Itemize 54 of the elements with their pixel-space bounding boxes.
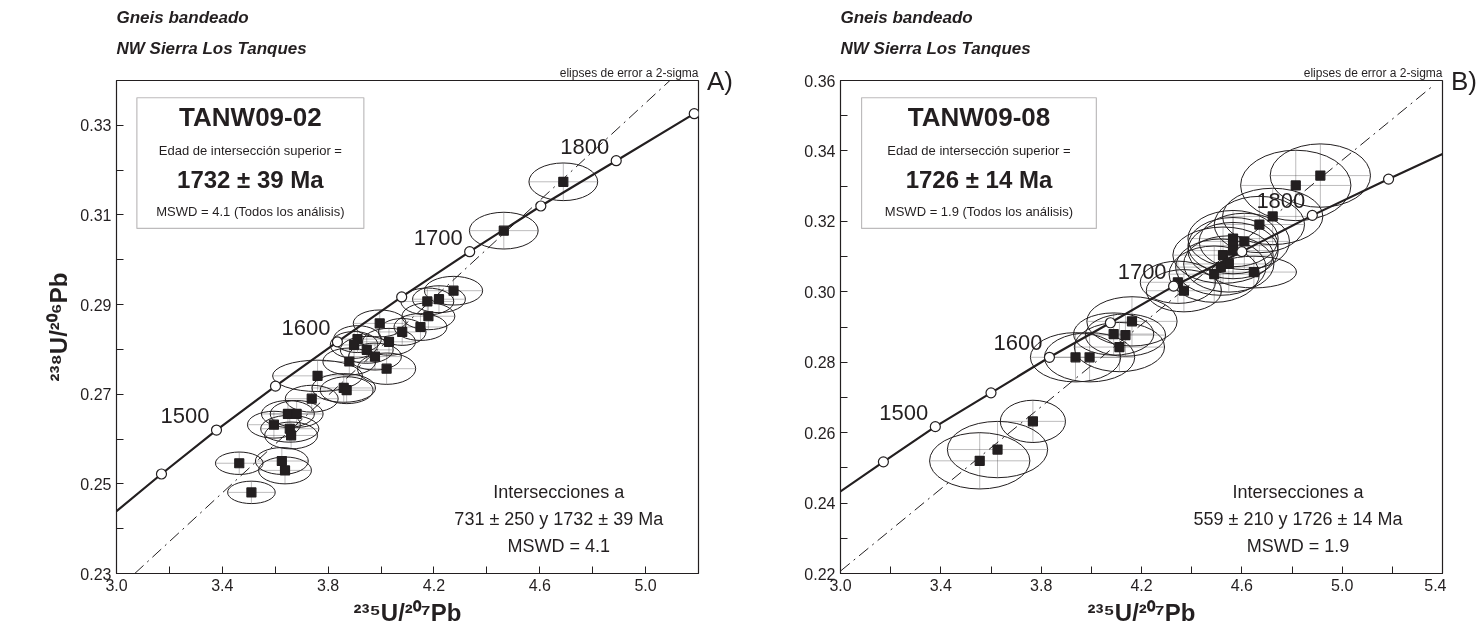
y-tick-label: 0.25 xyxy=(80,475,112,493)
x-tick-label: 3.8 xyxy=(1030,576,1053,594)
annotation: MSWD = 4.1 xyxy=(507,536,611,557)
chart-title: Gneis bandeado xyxy=(840,7,973,27)
annotation: Edad de intersección superior = xyxy=(158,143,342,159)
annotation: TANW09-08 xyxy=(907,102,1051,133)
y-tick-label: 0.24 xyxy=(804,495,836,513)
y-tick-label: 0.29 xyxy=(80,296,112,314)
annotation: 1800 xyxy=(560,133,610,159)
annotation: 1726 ± 14 Ma xyxy=(905,165,1053,193)
annotation: 1700 xyxy=(413,224,463,250)
y-tick-label: 0.27 xyxy=(80,386,112,404)
annotation: TANW09-02 xyxy=(179,102,322,133)
annotation: 559 ± 210 y 1726 ± 14 Ma xyxy=(1193,509,1404,530)
x-tick-label: 4.2 xyxy=(422,576,446,594)
annotation: MSWD = 1.9 xyxy=(1246,536,1350,557)
text: B) xyxy=(1451,65,1476,98)
chart-title: Gneis bandeado xyxy=(116,7,249,27)
x-tick-label: 4.6 xyxy=(528,576,551,594)
chart-subtitle: NW Sierra Los Tanques xyxy=(116,38,307,58)
x-tick-label: 4.2 xyxy=(1130,576,1153,594)
x-tick-label: 3.8 xyxy=(317,576,340,594)
chart-subtitle: NW Sierra Los Tanques xyxy=(840,38,1031,58)
x-tick-label: 5.4 xyxy=(1424,576,1447,594)
annotation: MSWD = 4.1 (Todos los análisis) xyxy=(156,203,345,219)
y-tick-label: 0.33 xyxy=(80,117,112,135)
x-tick-label: 3.4 xyxy=(929,576,953,594)
text: A) xyxy=(707,65,733,98)
y-tick-label: 0.26 xyxy=(804,424,836,442)
annotation: Edad de intersección superior = xyxy=(887,143,1071,159)
annotation: 1600 xyxy=(993,330,1043,356)
x-tick-label: 3.4 xyxy=(211,576,234,594)
annotation: 1732 ± 39 Ma xyxy=(177,165,325,193)
y-tick-label: 0.31 xyxy=(80,206,112,224)
annotation: 1500 xyxy=(160,403,210,429)
text: elipses de error a 2-sigma xyxy=(1303,65,1443,80)
x-tick-label: 4.6 xyxy=(1230,576,1254,594)
annotation: 1500 xyxy=(879,399,929,425)
y-tick-label: 0.30 xyxy=(804,283,836,301)
annotation: 1600 xyxy=(281,314,331,340)
annotation: Intersecciones a xyxy=(1232,482,1365,503)
y-tick-label: 0.32 xyxy=(804,213,836,231)
y-tick-label: 0.28 xyxy=(804,354,836,372)
x-axis-title: ²³⁵U/²⁰⁷Pb xyxy=(1087,598,1196,626)
y-tick-label: 0.34 xyxy=(804,142,836,160)
annotation: MSWD = 1.9 (Todos los análisis) xyxy=(884,203,1074,219)
annotation: 731 ± 250 y 1732 ± 39 Ma xyxy=(454,509,665,530)
y-tick-label: 0.36 xyxy=(804,72,836,90)
x-tick-label: 5.0 xyxy=(1331,576,1354,594)
x-tick-label: 5.0 xyxy=(634,576,657,594)
text: elipses de error a 2-sigma xyxy=(559,65,699,80)
x-axis-title: ²³⁵U/²⁰⁷Pb xyxy=(353,598,462,626)
y-axis-title: ²³⁸U/²⁰⁶Pb xyxy=(45,272,73,382)
annotation: Intersecciones a xyxy=(493,482,626,503)
